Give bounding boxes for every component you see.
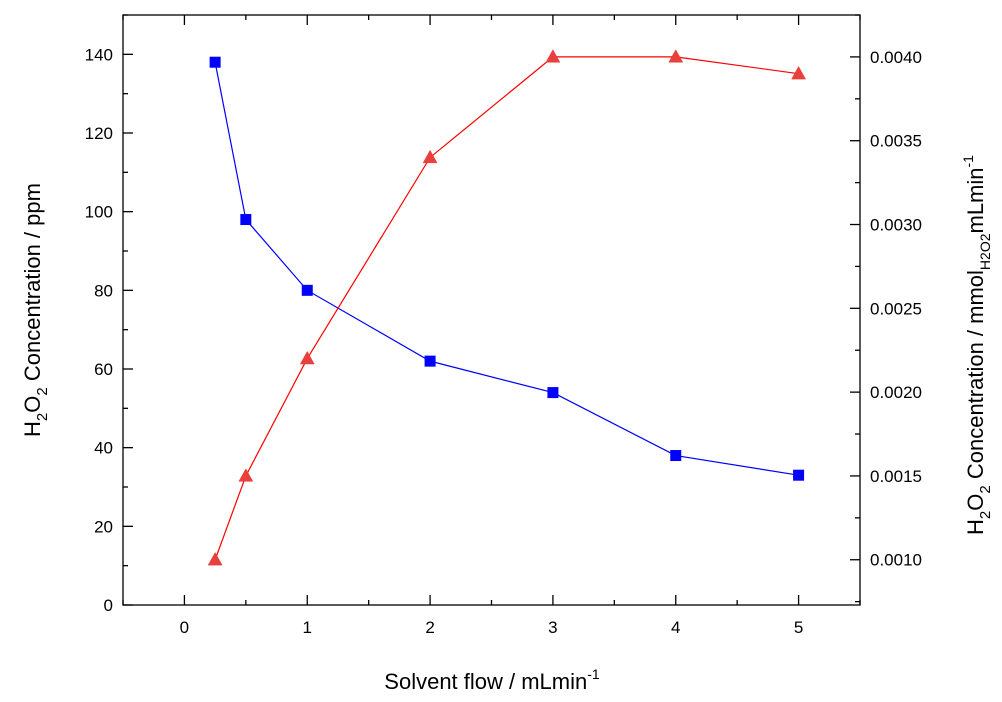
triangle-marker <box>545 49 561 63</box>
triangle-marker <box>299 350 315 365</box>
y2-tick-label: 0.0035 <box>870 132 922 151</box>
x-tick-label: 3 <box>548 618 557 637</box>
triangle-marker <box>791 65 807 80</box>
series <box>207 49 807 566</box>
square-marker <box>670 450 682 462</box>
series-line-1 <box>214 62 799 476</box>
y2-axis-title: H2O2 Concentration / mmolH2O2mLmin-1 <box>960 155 994 535</box>
y-tick-label: 140 <box>85 45 113 64</box>
y-tick-label: 100 <box>85 203 113 222</box>
y2-tick-label: 0.0015 <box>870 467 922 486</box>
x-tick-label: 1 <box>303 618 312 637</box>
y-tick-label: 40 <box>94 439 113 458</box>
y2-tick-label: 0.0040 <box>870 48 922 67</box>
y-tick-label: 120 <box>85 124 113 143</box>
triangle-marker <box>238 468 254 482</box>
x-axis-title: Solvent flow / mLmin-1 <box>384 666 600 694</box>
y2-tick-label: 0.0010 <box>870 551 922 570</box>
ticks: 0 1 2 3 4 5 0 20 40 60 80 100 120 140 0.0010 0.0015 0.00… <box>85 14 922 637</box>
square-marker <box>209 56 221 68</box>
triangle-marker <box>668 49 684 63</box>
triangle-marker <box>207 552 223 566</box>
square-marker <box>547 387 559 399</box>
square-marker <box>793 469 805 481</box>
triangle-marker <box>422 149 438 164</box>
y2-tick-label: 0.0030 <box>870 216 922 235</box>
square-marker <box>240 214 252 226</box>
y2-tick-label: 0.0020 <box>870 383 922 402</box>
x-tick-label: 0 <box>180 618 189 637</box>
y-tick-label: 60 <box>94 360 113 379</box>
y-axis-title: H2O2 Concentration / ppm <box>20 183 51 437</box>
square-marker <box>301 284 313 296</box>
y2-tick-label: 0.0025 <box>870 299 922 318</box>
y-tick-label: 0 <box>104 596 113 615</box>
x-tick-label: 4 <box>671 618 680 637</box>
series-line-2 <box>214 56 799 560</box>
y-tick-label: 80 <box>94 281 113 300</box>
y-tick-label: 20 <box>94 517 113 536</box>
x-tick-label: 5 <box>794 618 803 637</box>
square-marker <box>424 355 436 367</box>
plot-frame <box>122 14 861 606</box>
x-tick-label: 2 <box>425 618 434 637</box>
